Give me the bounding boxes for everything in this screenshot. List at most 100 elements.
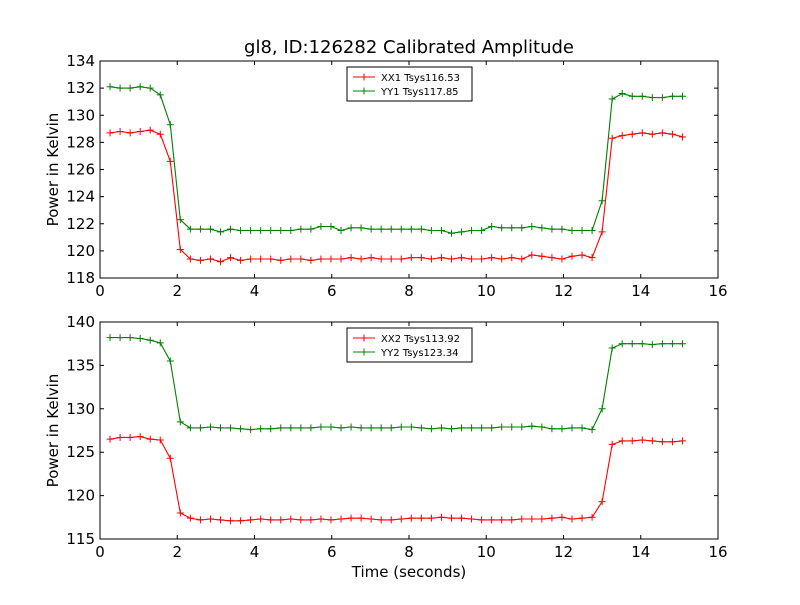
top-panel: 0 2 4 6 8 10 12 14 16 118 120 122 124 126 128 130 132 134… [44,52,728,300]
x-tick-label: 2 [172,282,182,300]
data-point [538,252,546,260]
data-point [618,132,626,140]
data-point [638,436,646,444]
data-point [186,424,194,432]
data-point [508,516,516,524]
data-point [146,435,154,443]
data-point [136,334,144,342]
data-point [458,424,466,432]
legend: XX1 Tsys116.53 YY1 Tsys117.85 [346,66,473,102]
data-point [126,129,134,137]
data-point [317,423,325,431]
x-axis-label: Time (seconds) [351,563,467,581]
data-point [397,225,405,233]
data-point [196,256,204,264]
data-point [156,91,164,99]
data-point [618,90,626,98]
data-point [257,227,265,235]
data-point [668,438,676,446]
data-point [558,225,566,233]
data-point [237,425,245,433]
data-point [176,509,184,517]
data-point [186,255,194,263]
data-point [508,224,516,232]
x-tick-label: 2 [172,543,182,561]
data-point [508,254,516,262]
series-line-1 [109,129,683,263]
data-point [317,515,325,523]
data-point [176,216,184,224]
data-point [337,424,345,432]
data-point [347,254,355,262]
x-tick-label: 14 [631,543,650,561]
data-point [548,514,556,522]
data-point [227,254,235,262]
data-point [257,425,265,433]
legend-marker [360,348,368,356]
data-point [458,254,466,262]
legend-box [346,327,473,363]
x-tick-label: 12 [554,543,573,561]
data-point [437,424,445,432]
data-point [267,227,275,235]
data-point [488,516,496,524]
data-point [357,224,365,232]
data-point [347,224,355,232]
data-point [498,224,506,232]
legend-marker [360,334,368,342]
data-point [488,254,496,262]
data-point [237,517,245,525]
y-tick-label: 125 [66,443,95,461]
x-tick-label: 8 [404,543,414,561]
data-point [397,423,405,431]
data-point [598,197,606,205]
y-tick-label: 122 [66,215,95,233]
data-point [628,92,636,100]
data-point [648,94,656,102]
data-point [156,130,164,138]
data-point [538,515,546,523]
data-point [468,515,476,523]
data-point [668,130,676,138]
data-point [287,424,295,432]
data-point [518,255,526,263]
data-point [106,334,114,342]
data-point [176,418,184,426]
x-tick-label: 10 [477,543,496,561]
data-point [588,254,596,262]
legend-label: YY2 Tsys123.34 [380,348,459,359]
data-point [518,224,526,232]
x-tick-label: 10 [477,282,496,300]
data-point [206,423,214,431]
data-point [658,340,666,348]
y-tick-label: 126 [66,161,95,179]
data-point [186,514,194,522]
data-point [347,423,355,431]
data-point [548,425,556,433]
data-point [608,134,616,142]
data-point [568,515,576,523]
data-point [247,516,255,524]
data-point [588,426,596,434]
y-tick-label: 120 [66,487,95,505]
x-tick-label: 14 [631,282,650,300]
data-point [247,426,255,434]
data-point [478,516,486,524]
data-point [628,340,636,348]
x-tick-label: 0 [95,282,105,300]
data-point [458,228,466,236]
data-point [277,424,285,432]
data-point [166,454,174,462]
data-point [468,424,476,432]
data-point [267,255,275,263]
data-point [377,225,385,233]
data-point [156,339,164,347]
data-point [427,255,435,263]
data-point [277,516,285,524]
data-point [558,425,566,433]
data-point [156,436,164,444]
data-point [628,437,636,445]
data-point [357,424,365,432]
y-tick-label: 130 [66,400,95,418]
